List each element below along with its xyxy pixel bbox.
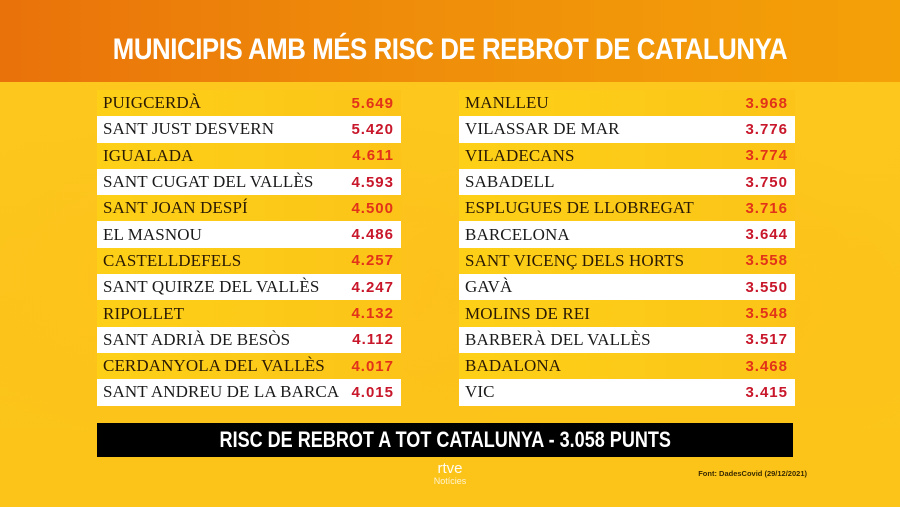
municipality-name: SANT ADRIÀ DE BESÒS [103,329,291,349]
rtve-logo: rtve Notícies [420,461,480,486]
municipality-name: ESPLUGUES DE LLOBREGAT [465,198,694,218]
risk-value: 3.644 [745,226,788,244]
risk-value: 3.468 [745,357,788,375]
source-note: Font: DadesCovid (29/12/2021) [698,469,807,478]
municipality-name: VILASSAR DE MAR [465,119,620,139]
municipality-name: EL MASNOU [103,224,202,244]
table-row: SABADELL 3.750 [459,168,795,196]
header-banner: MUNICIPIS AMB MÉS RISC DE REBROT DE CATA… [0,0,900,82]
table-row: SANT ADRIÀ DE BESÒS 4.112 [97,326,401,353]
risk-value: 4.132 [351,305,394,323]
table-row: CASTELLDEFELS 4.257 [97,247,401,275]
table-row: SANT JUST DESVERN 5.420 [97,116,401,143]
table-row: ESPLUGUES DE LLOBREGAT 3.716 [459,195,795,222]
table-row: SANT CUGAT DEL VALLÈS 4.593 [97,168,401,196]
table-row: SANT JOAN DESPÍ 4.500 [97,195,401,222]
municipality-name: VIC [465,382,495,402]
risk-value: 3.558 [745,252,788,270]
table-row: GAVÀ 3.550 [459,274,795,301]
logo-brand: rtve [437,460,463,477]
risk-value: 5.420 [351,120,394,138]
risk-value: 3.968 [745,94,788,112]
ranking-column-right: MANLLEU 3.968 VILASSAR DE MAR 3.776 VILADE… [459,90,795,406]
municipality-name: CASTELLDEFELS [103,250,242,270]
table-row: MOLINS DE REI 3.548 [459,300,795,327]
table-row: EL MASNOU 4.486 [97,221,401,248]
risk-value: 3.548 [745,305,788,323]
municipality-name: MANLLEU [465,93,549,113]
risk-value: 4.257 [351,252,394,270]
municipality-name: SANT QUIRZE DEL VALLÈS [103,277,320,297]
table-row: BARCELONA 3.644 [459,221,795,248]
table-row: MANLLEU 3.968 [459,90,795,117]
risk-value: 4.593 [351,173,394,191]
table-row: BADALONA 3.468 [459,352,795,380]
ranking-column-left: PUIGCERDÀ 5.649 SANT JUST DESVERN 5.420 IG… [97,90,401,406]
summary-text: RISC DE REBROT A TOT CATALUNYA - 3.058 P… [219,427,671,452]
table-row: PUIGCERDÀ 5.649 [97,90,401,117]
municipality-name: BARCELONA [465,224,570,244]
table-row: IGUALADA 4.611 [97,142,401,169]
municipality-name: VILADECANS [465,145,575,165]
risk-value: 3.774 [745,147,788,165]
risk-value: 3.750 [745,173,788,191]
table-row: VILASSAR DE MAR 3.776 [459,116,795,143]
risk-value: 3.776 [745,120,788,138]
municipality-name: BARBERÀ DEL VALLÈS [465,329,651,349]
municipality-name: SANT CUGAT DEL VALLÈS [103,172,314,192]
risk-value: 3.517 [745,331,788,349]
municipality-name: IGUALADA [103,145,194,165]
logo-subtitle: Notícies [433,476,467,486]
municipality-name: MOLINS DE REI [465,303,591,323]
municipality-name: PUIGCERDÀ [103,93,202,113]
municipality-name: GAVÀ [465,277,513,297]
risk-value: 4.112 [352,331,394,349]
risk-value: 4.486 [351,226,394,244]
risk-value: 3.550 [745,278,788,296]
risk-value: 4.247 [351,278,394,296]
table-row: BARBERÀ DEL VALLÈS 3.517 [459,326,795,353]
table-row: VIC 3.415 [459,379,795,406]
municipality-name: SANT ANDREU DE LA BARCA [103,382,340,402]
risk-value: 3.415 [745,383,788,401]
risk-value: 4.500 [351,199,394,217]
municipality-name: CERDANYOLA DEL VALLÈS [103,356,325,376]
municipality-name: BADALONA [465,356,562,376]
table-row: SANT ANDREU DE LA BARCA 4.015 [97,379,401,406]
table-row: RIPOLLET 4.132 [97,300,401,327]
risk-value: 3.716 [745,199,788,217]
table-row: SANT VICENÇ DELS HORTS 3.558 [459,247,795,275]
table-row: VILADECANS 3.774 [459,142,795,169]
table-row: CERDANYOLA DEL VALLÈS 4.017 [97,352,401,380]
municipality-name: SANT JUST DESVERN [103,119,275,139]
municipality-name: RIPOLLET [103,303,185,323]
municipality-name: SANT JOAN DESPÍ [103,198,248,218]
risk-value: 5.649 [351,94,394,112]
risk-value: 4.611 [352,147,394,165]
summary-banner: RISC DE REBROT A TOT CATALUNYA - 3.058 P… [97,423,793,457]
risk-value: 4.015 [351,383,394,401]
risk-value: 4.017 [351,357,394,375]
municipality-name: SABADELL [465,172,555,192]
page-title: MUNICIPIS AMB MÉS RISC DE REBROT DE CATA… [112,33,788,66]
municipality-name: SANT VICENÇ DELS HORTS [465,250,685,270]
table-row: SANT QUIRZE DEL VALLÈS 4.247 [97,274,401,301]
